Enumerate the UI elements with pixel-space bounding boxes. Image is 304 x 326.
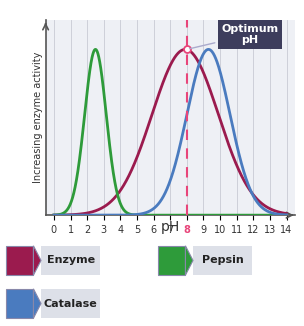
Polygon shape [33, 289, 41, 318]
Text: pH: pH [161, 220, 180, 233]
FancyBboxPatch shape [41, 246, 100, 275]
Text: Catalase: Catalase [44, 299, 98, 308]
FancyBboxPatch shape [158, 246, 185, 275]
FancyBboxPatch shape [41, 289, 100, 318]
Text: Optimum
pH: Optimum pH [190, 24, 278, 49]
Text: Enzyme: Enzyme [47, 256, 95, 265]
Text: Pepsin: Pepsin [202, 256, 244, 265]
Polygon shape [33, 246, 41, 275]
FancyBboxPatch shape [6, 246, 33, 275]
Polygon shape [185, 246, 193, 275]
Y-axis label: Increasing enzyme activity: Increasing enzyme activity [33, 52, 43, 183]
FancyBboxPatch shape [193, 246, 252, 275]
FancyBboxPatch shape [6, 289, 33, 318]
